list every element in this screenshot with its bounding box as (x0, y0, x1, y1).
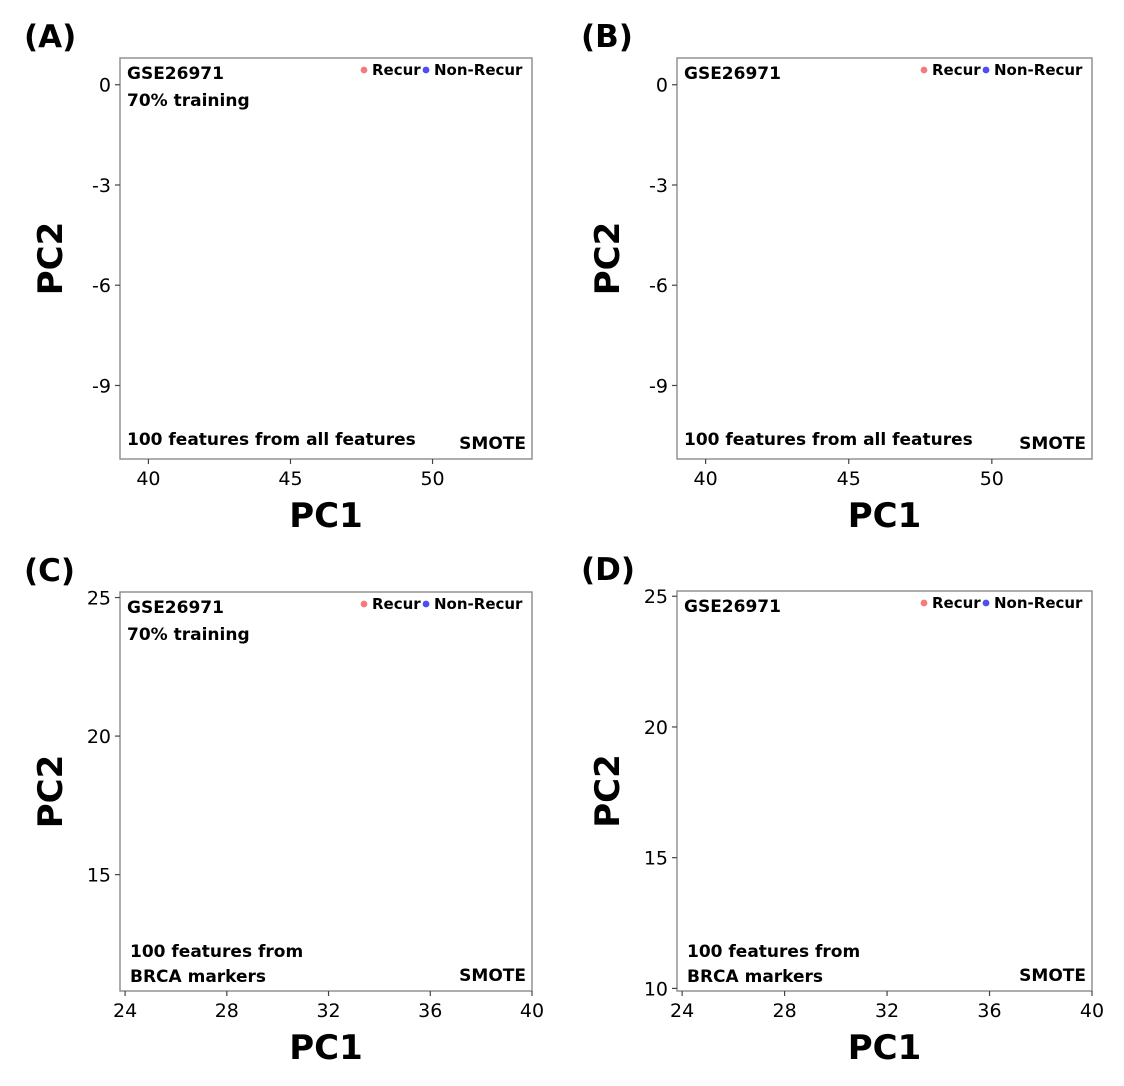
panel-a: (A) 40 45 50 0 -3 -6 -9 PC1 PC2 GSE26971 70% traini… (24, 19, 533, 536)
x-tick-label: 40 (520, 1000, 544, 1022)
legend-label-nonrecur: Non-Recur (434, 595, 523, 613)
legend-label-nonrecur: Non-Recur (994, 61, 1083, 79)
method-label: SMOTE (1019, 434, 1086, 454)
y-axis-title: PC2 (588, 222, 628, 296)
legend-swatch-recur (360, 66, 368, 74)
features-label: 100 features from all features (684, 430, 973, 450)
panel-b: (B) 40 45 50 0 -3 -6 -9 PC1 PC2 GSE26971 100 featur… (581, 19, 1093, 536)
panel-label: (D) (581, 552, 635, 588)
x-tick-label: 40 (1080, 1000, 1104, 1022)
method-label: SMOTE (459, 966, 526, 986)
y-axis-title: PC2 (31, 222, 71, 296)
x-tick-label: 32 (316, 1000, 340, 1022)
x-axis-title: PC1 (848, 496, 922, 536)
y-tick-label: 20 (87, 726, 111, 748)
x-tick-label: 28 (215, 1000, 239, 1022)
dataset-label: GSE26971 (684, 64, 781, 84)
features-label-line2: BRCA markers (130, 967, 266, 987)
y-tick-label: -6 (92, 275, 111, 297)
x-axis-title: PC1 (289, 496, 363, 536)
legend-swatch-recur (920, 66, 928, 74)
plot-frame (119, 57, 533, 460)
y-tick-label: 20 (644, 717, 668, 739)
y-tick-label: 25 (87, 588, 111, 610)
legend-swatch-nonrecur (982, 599, 990, 607)
panel-d: (D) 24 28 32 36 40 10 15 20 25 PC1 PC2 GSE26971 100 f… (581, 552, 1104, 1068)
legend-label-recur: Recur (372, 595, 421, 613)
legend-label-recur: Recur (932, 61, 981, 79)
x-axis-title: PC1 (289, 1028, 363, 1068)
plot-frame (676, 57, 1093, 460)
legend-swatch-nonrecur (982, 66, 990, 74)
y-tick-label: -9 (92, 375, 111, 397)
y-tick-label: 0 (99, 75, 111, 97)
method-label: SMOTE (459, 434, 526, 454)
dataset-label: GSE26971 (127, 64, 224, 84)
features-label-line2: BRCA markers (687, 967, 823, 987)
x-tick-label: 50 (420, 468, 444, 490)
y-tick-label: 0 (656, 75, 668, 97)
y-tick-label: -3 (92, 175, 111, 197)
x-tick-label: 45 (837, 468, 861, 490)
y-axis-title: PC2 (588, 754, 628, 828)
legend-label-nonrecur: Non-Recur (434, 61, 523, 79)
features-label: 100 features from all features (127, 430, 416, 450)
y-tick-label: 10 (644, 978, 668, 1000)
y-tick-label: 15 (87, 865, 111, 887)
method-label: SMOTE (1019, 966, 1086, 986)
legend-swatch-nonrecur (422, 66, 430, 74)
x-tick-label: 24 (113, 1000, 137, 1022)
y-axis-title: PC2 (31, 755, 71, 829)
x-tick-label: 40 (694, 468, 718, 490)
panel-label: (A) (24, 19, 76, 55)
features-label-line1: 100 features from (687, 942, 860, 962)
x-tick-label: 45 (278, 468, 302, 490)
split-label: 70% training (127, 625, 250, 645)
dataset-label: GSE26971 (684, 597, 781, 617)
legend-label-nonrecur: Non-Recur (994, 594, 1083, 612)
x-axis-title: PC1 (848, 1028, 922, 1068)
panel-label: (B) (581, 19, 633, 55)
x-tick-label: 50 (980, 468, 1004, 490)
y-tick-label: -3 (649, 175, 668, 197)
dataset-label: GSE26971 (127, 598, 224, 618)
features-label-line1: 100 features from (130, 942, 303, 962)
x-tick-label: 36 (418, 1000, 442, 1022)
legend-label-recur: Recur (932, 594, 981, 612)
x-tick-label: 40 (136, 468, 160, 490)
split-label: 70% training (127, 91, 250, 111)
legend-swatch-recur (920, 599, 928, 607)
y-tick-label: 25 (644, 586, 668, 608)
y-tick-label: 15 (644, 848, 668, 870)
plot-frame (676, 590, 1093, 992)
x-tick-label: 36 (977, 1000, 1001, 1022)
x-tick-label: 24 (670, 1000, 694, 1022)
panel-label: (C) (24, 553, 75, 589)
legend-swatch-recur (360, 600, 368, 608)
y-tick-label: -6 (649, 275, 668, 297)
legend-swatch-nonrecur (422, 600, 430, 608)
legend-label-recur: Recur (372, 61, 421, 79)
y-tick-label: -9 (649, 375, 668, 397)
x-tick-label: 32 (875, 1000, 899, 1022)
x-tick-label: 28 (772, 1000, 796, 1022)
plot-frame (119, 591, 533, 992)
panel-c: (C) 24 28 32 36 40 15 20 25 PC1 PC2 GSE26971 70% tra… (24, 553, 544, 1068)
